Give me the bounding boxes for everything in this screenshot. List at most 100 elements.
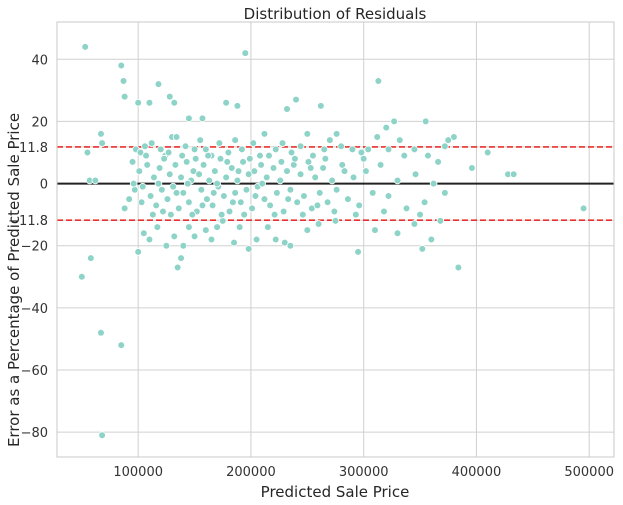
scatter-point: [145, 235, 154, 244]
scatter-point: [286, 185, 295, 194]
scatter-point: [140, 229, 148, 238]
scatter-point: [276, 176, 285, 185]
scatter-point: [304, 158, 313, 166]
scatter-point: [323, 198, 332, 207]
scatter-point: [444, 136, 453, 144]
scatter-point: [207, 235, 216, 244]
scatter-point: [332, 185, 341, 194]
scatter-point: [213, 223, 221, 231]
scatter-point: [165, 170, 174, 179]
scatter-point: [177, 173, 185, 182]
scatter-point: [242, 185, 251, 194]
scatter-point: [260, 130, 269, 138]
scatter-point: [427, 235, 436, 244]
scatter-point: [331, 217, 340, 225]
scatter-point: [441, 142, 449, 151]
scatter-point: [145, 98, 154, 107]
scatter-point: [135, 167, 144, 175]
scatter-point: [317, 102, 325, 110]
scatter-point: [239, 158, 247, 166]
scatter-point: [355, 201, 363, 210]
scatter-point: [143, 161, 152, 169]
scatter-point: [296, 170, 305, 179]
scatter-point: [154, 179, 163, 188]
scatter-point: [340, 167, 349, 175]
scatter-point: [81, 43, 89, 51]
scatter-point: [183, 179, 192, 188]
scatter-point: [260, 195, 269, 203]
scatter-point: [321, 154, 330, 163]
chart-title: Distribution of Residuals: [244, 5, 427, 23]
scatter-point: [179, 189, 188, 197]
scatter-point: [223, 158, 232, 166]
scatter-point: [299, 210, 307, 219]
scatter-point: [177, 254, 185, 262]
scatter-point: [291, 154, 299, 163]
scatter-point: [373, 133, 382, 141]
scatter-point: [410, 145, 419, 154]
scatter-point: [293, 198, 301, 207]
scatter-point: [283, 105, 291, 113]
scatter-point: [208, 201, 217, 210]
scatter-point: [286, 241, 295, 250]
scatter-point: [231, 189, 239, 197]
scatter-point: [382, 123, 391, 132]
scatter-point: [311, 173, 320, 182]
scatter-point: [162, 241, 171, 250]
scatter-point: [348, 145, 357, 154]
scatter-point: [258, 179, 267, 188]
scatter-point: [236, 198, 245, 207]
scatter-point: [134, 248, 142, 256]
scatter-point: [174, 204, 183, 213]
scatter-point: [250, 167, 259, 175]
scatter-point: [320, 145, 329, 154]
scatter-point: [328, 176, 336, 185]
scatter-point: [354, 248, 362, 256]
scatter-point: [209, 189, 218, 197]
scatter-points: [78, 43, 588, 440]
scatter-point: [434, 158, 442, 166]
scatter-point: [205, 176, 214, 185]
scatter-point: [416, 210, 424, 219]
scatter-point: [441, 189, 449, 197]
scatter-point: [251, 192, 260, 200]
scatter-point: [262, 173, 271, 182]
gridlines: [57, 22, 614, 457]
scatter-point: [303, 226, 312, 234]
scatter-point: [238, 145, 246, 154]
y-tick-label: −40: [21, 302, 48, 317]
scatter-point: [351, 210, 360, 219]
scatter-point: [129, 179, 138, 188]
scatter-point: [158, 185, 166, 194]
y-tick-label: −20: [21, 240, 48, 255]
scatter-point: [393, 229, 402, 238]
scatter-point: [146, 192, 155, 200]
scatter-point: [418, 245, 427, 253]
scatter-point: [300, 192, 308, 200]
scatter-point: [169, 182, 177, 191]
scatter-point: [271, 235, 280, 244]
scatter-point: [249, 139, 257, 147]
scatter-point: [185, 223, 193, 231]
scatter-point: [287, 148, 296, 157]
scatter-point: [191, 154, 200, 163]
scatter-point: [202, 226, 210, 234]
scatter-point: [211, 167, 219, 175]
scatter-point: [306, 164, 315, 172]
scatter-point: [420, 198, 429, 207]
scatter-point: [87, 254, 95, 262]
scatter-point: [362, 167, 370, 175]
scatter-point: [454, 263, 463, 272]
scatter-point: [271, 145, 280, 154]
scatter-point: [266, 201, 274, 210]
x-tick-label: 300000: [339, 465, 389, 480]
scatter-point: [400, 151, 409, 160]
scatter-point: [152, 201, 161, 210]
scatter-point: [337, 142, 345, 151]
scatter-point: [410, 220, 419, 228]
scatter-point: [117, 341, 126, 349]
scatter-point: [199, 161, 208, 169]
y-tick-label: 20: [31, 115, 48, 130]
scatter-point: [241, 49, 250, 57]
scatter-point: [167, 210, 175, 219]
